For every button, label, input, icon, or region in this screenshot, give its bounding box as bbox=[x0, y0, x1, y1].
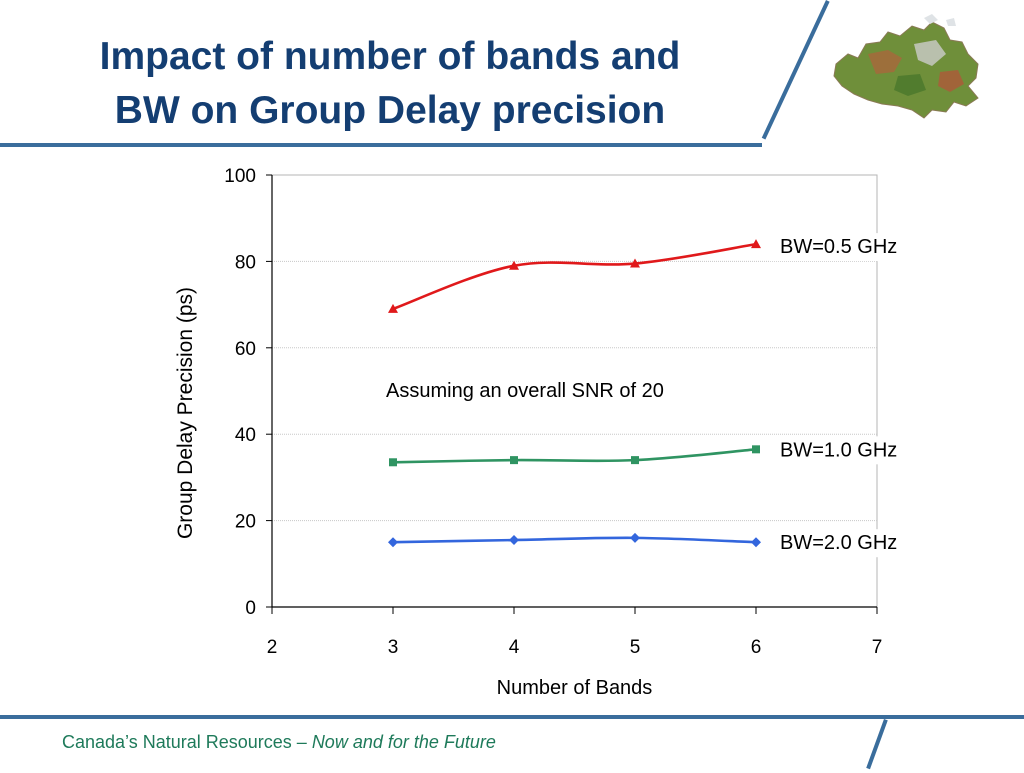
x-tick-label: 3 bbox=[388, 637, 399, 658]
data-point bbox=[389, 458, 397, 467]
y-tick-label: 100 bbox=[224, 166, 256, 187]
chart-annotation: Assuming an overall SNR of 20 bbox=[386, 380, 664, 402]
series-line bbox=[392, 448, 757, 464]
x-tick-label: 7 bbox=[872, 637, 883, 658]
data-point bbox=[388, 537, 398, 548]
series-label: BW=0.5 GHz bbox=[780, 236, 897, 258]
data-point bbox=[631, 456, 639, 465]
series-label: BW=1.0 GHz bbox=[780, 439, 897, 461]
y-tick-label: 0 bbox=[245, 598, 256, 619]
title-divider bbox=[0, 143, 762, 147]
data-point bbox=[509, 260, 519, 270]
series-line bbox=[392, 242, 757, 311]
data-point bbox=[510, 456, 518, 465]
slide-title: Impact of number of bands and BW on Grou… bbox=[40, 30, 740, 138]
x-tick-label: 4 bbox=[509, 637, 520, 658]
y-tick-label: 20 bbox=[235, 512, 256, 533]
data-point bbox=[630, 532, 640, 543]
data-point bbox=[630, 258, 640, 268]
series-label: BW=2.0 GHz bbox=[780, 532, 897, 554]
data-point bbox=[751, 239, 761, 249]
x-axis-label: Number of Bands bbox=[497, 677, 653, 699]
y-axis-label: Group Delay Precision (ps) bbox=[174, 287, 197, 539]
data-point bbox=[752, 445, 760, 454]
data-point bbox=[509, 535, 519, 546]
slide-title-line1: Impact of number of bands and bbox=[99, 35, 681, 78]
footer-tagline: Now and for the Future bbox=[311, 732, 496, 752]
data-point bbox=[388, 303, 398, 313]
slide-title-line2: BW on Group Delay precision bbox=[114, 89, 666, 132]
y-tick-label: 60 bbox=[235, 339, 256, 360]
footer-divider bbox=[0, 715, 1024, 719]
data-point bbox=[751, 537, 761, 548]
footer-text: Canada’s Natural Resources – Now and for… bbox=[62, 732, 496, 753]
y-tick-label: 80 bbox=[235, 252, 256, 273]
footer-org: Canada’s Natural Resources – bbox=[62, 732, 312, 752]
x-tick-label: 6 bbox=[751, 637, 762, 658]
series-label-bg bbox=[770, 436, 930, 465]
x-tick-label: 2 bbox=[267, 637, 278, 658]
y-tick-label: 40 bbox=[235, 425, 256, 446]
series-label-bg bbox=[770, 529, 930, 558]
canada-map-icon bbox=[833, 14, 979, 119]
series-label-bg bbox=[770, 233, 930, 262]
series-line bbox=[392, 536, 757, 544]
x-tick-label: 5 bbox=[630, 637, 641, 658]
